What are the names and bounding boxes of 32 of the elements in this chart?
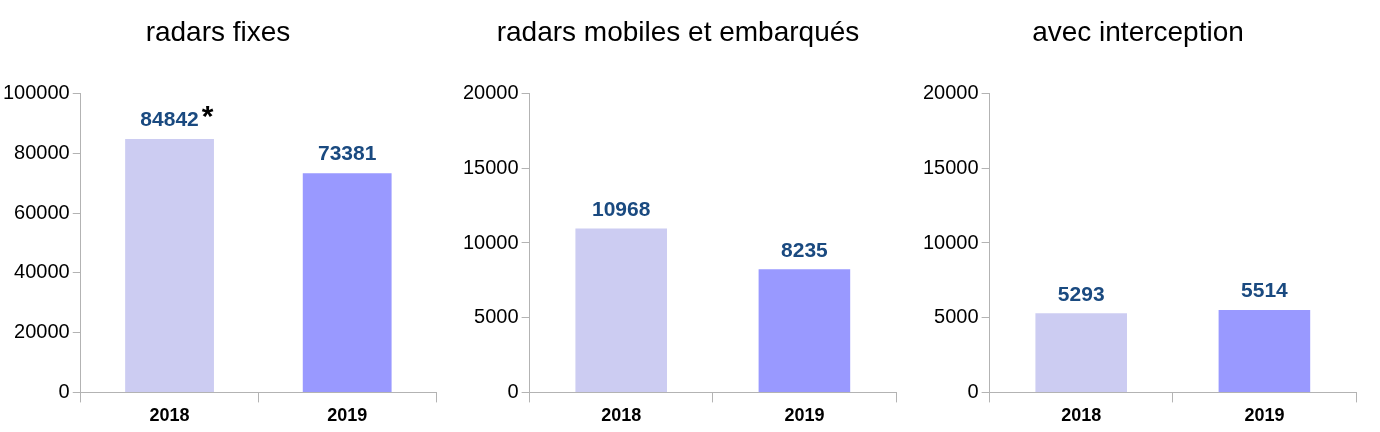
y-tick-label: 60000 — [14, 200, 70, 223]
x-tick-label: 2018 — [1061, 405, 1102, 426]
x-tick-label: 2019 — [784, 405, 825, 426]
y-tick-label: 100000 — [2, 81, 70, 104]
x-tick-label: 2018 — [601, 405, 642, 426]
y-tick-label: 15000 — [922, 155, 979, 178]
y-tick-label: 10000 — [922, 230, 979, 253]
y-tick-label: 20000 — [922, 81, 979, 104]
chart-title: avec interception — [1032, 15, 1244, 47]
y-tick-label: 0 — [58, 379, 70, 402]
chart-title: radars mobiles et embarqués — [496, 15, 860, 47]
x-tick-label: 2019 — [327, 405, 368, 426]
y-tick-label: 10000 — [462, 230, 519, 253]
y-tick-label: 80000 — [14, 140, 70, 163]
y-tick-label: 40000 — [14, 260, 70, 283]
y-tick-label: 20000 — [462, 81, 519, 104]
data-label: 73381 — [317, 141, 377, 165]
data-label: 10968 — [592, 196, 651, 220]
data-label: 5293 — [1057, 281, 1105, 305]
y-tick-label: 0 — [507, 379, 519, 402]
y-tick-label: 0 — [967, 379, 979, 402]
x-tick-label: 2018 — [149, 405, 190, 426]
data-label: 8235 — [781, 237, 829, 261]
y-tick-label: 15000 — [462, 155, 519, 178]
annotation: * — [201, 99, 214, 133]
y-tick-label: 20000 — [14, 320, 70, 343]
chart-title: radars fixes — [145, 15, 291, 47]
data-label: 84842 — [140, 107, 199, 131]
y-tick-label: 5000 — [474, 305, 519, 328]
y-tick-label: 5000 — [934, 305, 979, 328]
x-tick-label: 2019 — [1244, 405, 1285, 426]
data-label: 5514 — [1241, 278, 1289, 302]
